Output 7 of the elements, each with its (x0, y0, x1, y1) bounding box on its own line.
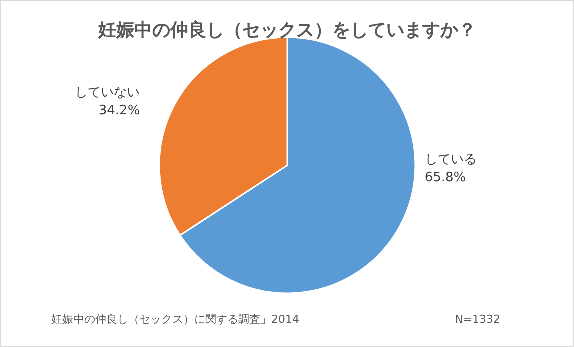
data-label: 34.2% (98, 103, 140, 118)
text: 「妊娠中の仲良し（セックス）に関する調査」2014 (40, 313, 300, 326)
data-label: 65.8% (424, 170, 466, 186)
slice-label: していない (75, 85, 140, 100)
slice-label: している (424, 152, 477, 168)
chart-title: 妊娠中の仲良し（セックス）をしていますか？ (98, 20, 476, 41)
text: N=1332 (455, 313, 501, 326)
